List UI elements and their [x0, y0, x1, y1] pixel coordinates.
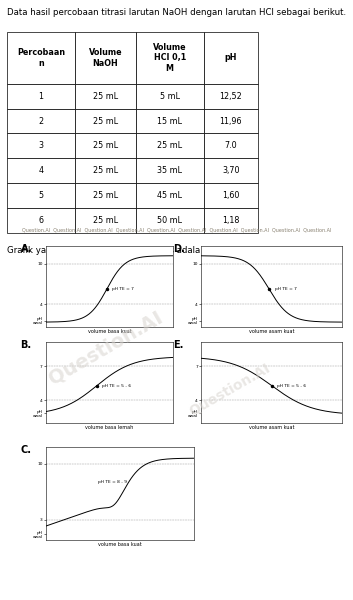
- Text: Grafik yang sesuai dengan data diatas adalah….: Grafik yang sesuai dengan data diatas ad…: [7, 246, 217, 255]
- X-axis label: volume asam kuat: volume asam kuat: [249, 425, 294, 430]
- Text: 25 mL: 25 mL: [93, 92, 118, 101]
- Bar: [7, 158, 75, 183]
- Text: 25 mL: 25 mL: [157, 142, 182, 151]
- Text: pH: pH: [225, 53, 237, 62]
- Text: pH TE = 7: pH TE = 7: [112, 287, 134, 291]
- X-axis label: volume basa lemah: volume basa lemah: [85, 425, 133, 430]
- Bar: [204, 133, 258, 158]
- Text: 1,60: 1,60: [222, 191, 239, 200]
- Text: pH TE = 8 - 9: pH TE = 8 - 9: [98, 481, 127, 484]
- Bar: [7, 208, 75, 233]
- Text: 2: 2: [38, 116, 43, 125]
- Bar: [136, 208, 204, 233]
- Bar: [136, 183, 204, 208]
- Text: 4: 4: [38, 166, 43, 175]
- Text: 3: 3: [38, 142, 43, 151]
- Bar: [75, 208, 136, 233]
- Bar: [7, 84, 75, 109]
- X-axis label: volume asam kuat: volume asam kuat: [249, 329, 294, 334]
- Text: 6: 6: [38, 216, 43, 225]
- X-axis label: volume basa kuat: volume basa kuat: [88, 329, 131, 334]
- Text: 45 mL: 45 mL: [157, 191, 182, 200]
- Bar: [75, 183, 136, 208]
- Text: Volume
NaOH: Volume NaOH: [89, 48, 122, 68]
- Bar: [136, 158, 204, 183]
- Text: 5: 5: [38, 191, 43, 200]
- Text: pH TE = 5 - 6: pH TE = 5 - 6: [102, 384, 131, 388]
- Bar: [75, 133, 136, 158]
- Bar: [204, 84, 258, 109]
- Text: 3,70: 3,70: [222, 166, 239, 175]
- Text: 1: 1: [38, 92, 43, 101]
- X-axis label: volume basa kuat: volume basa kuat: [98, 542, 142, 547]
- Text: 35 mL: 35 mL: [157, 166, 182, 175]
- Text: 7.0: 7.0: [225, 142, 237, 151]
- Text: pH TE = 7: pH TE = 7: [275, 287, 297, 291]
- Bar: [204, 158, 258, 183]
- Bar: [136, 133, 204, 158]
- Bar: [75, 84, 136, 109]
- Text: 25 mL: 25 mL: [93, 191, 118, 200]
- Text: Question.AI: Question.AI: [186, 361, 273, 419]
- Bar: [7, 133, 75, 158]
- Text: A.: A.: [20, 244, 32, 254]
- Text: 1,18: 1,18: [222, 216, 239, 225]
- Text: C.: C.: [21, 445, 32, 455]
- Bar: [75, 109, 136, 133]
- Text: Volume
HCl 0,1
M: Volume HCl 0,1 M: [153, 43, 186, 73]
- Text: B.: B.: [20, 340, 32, 350]
- Bar: [204, 32, 258, 84]
- Bar: [204, 208, 258, 233]
- Text: E.: E.: [173, 340, 183, 350]
- Text: 5 mL: 5 mL: [160, 92, 180, 101]
- Text: 50 mL: 50 mL: [157, 216, 182, 225]
- Bar: [136, 109, 204, 133]
- Text: 15 mL: 15 mL: [157, 116, 182, 125]
- Bar: [7, 32, 75, 84]
- Text: Question.AI  Question.AI  Question.AI  Question.AI  Question.AI  Question.AI  Qu: Question.AI Question.AI Question.AI Ques…: [22, 227, 331, 232]
- Text: 25 mL: 25 mL: [93, 166, 118, 175]
- Bar: [136, 32, 204, 84]
- Bar: [204, 109, 258, 133]
- Bar: [75, 32, 136, 84]
- Text: 12,52: 12,52: [219, 92, 242, 101]
- Text: 25 mL: 25 mL: [93, 216, 118, 225]
- Text: Question.AI: Question.AI: [46, 308, 166, 388]
- Bar: [204, 183, 258, 208]
- Bar: [7, 109, 75, 133]
- Text: D.: D.: [173, 244, 185, 254]
- Text: 25 mL: 25 mL: [93, 116, 118, 125]
- Text: 11,96: 11,96: [220, 116, 242, 125]
- Bar: [75, 158, 136, 183]
- Text: Percobaan
n: Percobaan n: [17, 48, 65, 68]
- Text: Data hasil percobaan titrasi larutan NaOH dengan larutan HCl sebagai berikut.: Data hasil percobaan titrasi larutan NaO…: [7, 8, 346, 17]
- Bar: [7, 183, 75, 208]
- Text: 25 mL: 25 mL: [93, 142, 118, 151]
- Bar: [136, 84, 204, 109]
- Text: pH TE = 5 - 6: pH TE = 5 - 6: [277, 384, 307, 388]
